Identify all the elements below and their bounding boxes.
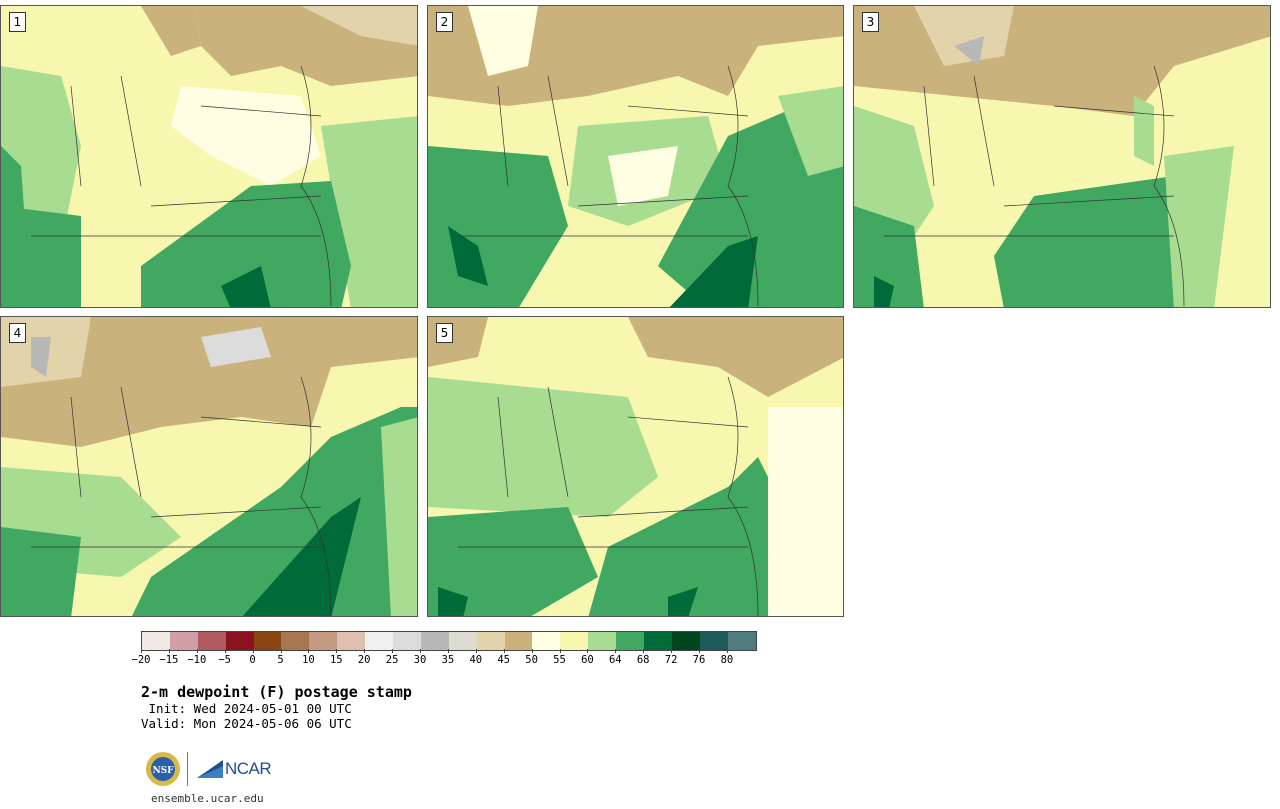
colorbar-swatch bbox=[169, 632, 198, 650]
colorbar-tick-label: 5 bbox=[277, 654, 284, 666]
colorbar-tick-mark bbox=[308, 649, 310, 653]
colorbar-tick-label: 64 bbox=[608, 654, 622, 666]
ncar-logo: NCAR bbox=[197, 756, 272, 782]
colorbar-swatch bbox=[476, 632, 505, 650]
colorbar-tick-mark bbox=[168, 649, 170, 653]
colorbar-swatch bbox=[671, 632, 700, 650]
colorbar-tick-label: 25 bbox=[385, 654, 399, 666]
colorbar-tick-label: 72 bbox=[664, 654, 678, 666]
colorbar-tick-mark bbox=[559, 649, 561, 653]
panel-number: 5 bbox=[436, 323, 453, 343]
colorbar-tick-label: −15 bbox=[159, 654, 179, 666]
colorbar-tick-mark bbox=[587, 649, 589, 653]
colorbar-tick-mark bbox=[252, 649, 254, 653]
colorbar-tick-label: 35 bbox=[441, 654, 455, 666]
colorbar-swatch bbox=[225, 632, 254, 650]
init-time: Init: Wed 2024-05-01 00 UTC bbox=[141, 701, 352, 716]
colorbar-tick-label: 55 bbox=[553, 654, 566, 666]
colorbar-swatch bbox=[644, 632, 672, 650]
colorbar-tick-mark bbox=[531, 649, 533, 653]
colorbar-tick-mark bbox=[699, 649, 700, 653]
colorbar-tick-label: 76 bbox=[692, 654, 706, 666]
colorbar-tick-label: 50 bbox=[525, 654, 538, 666]
nsf-logo: NSF bbox=[146, 752, 180, 786]
colorbar-tick-label: −20 bbox=[131, 654, 151, 666]
colorbar-swatch bbox=[504, 632, 533, 650]
colorbar-tick-label: 45 bbox=[497, 654, 511, 666]
colorbar-tick-label: 20 bbox=[357, 654, 371, 666]
colorbar-tick-label: 80 bbox=[720, 654, 734, 666]
colorbar-tick-label: 15 bbox=[329, 654, 343, 666]
colorbar-swatch bbox=[253, 632, 282, 650]
colorbar-tick-label: −10 bbox=[187, 654, 207, 666]
colorbar-tick-mark bbox=[364, 649, 366, 653]
colorbar-swatch bbox=[142, 632, 170, 650]
map-panel-1: 1 bbox=[0, 5, 418, 308]
dewpoint-map-2 bbox=[428, 6, 843, 307]
ncar-logo-text: NCAR bbox=[225, 759, 272, 778]
map-panel-3: 3 bbox=[853, 5, 1271, 308]
colorbar-swatch bbox=[393, 632, 421, 650]
map-panel-5: 5 bbox=[427, 316, 844, 617]
colorbar-swatch bbox=[420, 632, 449, 650]
colorbar-tick-label: 40 bbox=[469, 654, 483, 666]
colorbar-tick-label: 30 bbox=[413, 654, 427, 666]
colorbar-tick-label: 10 bbox=[302, 654, 315, 666]
map-panel-4: 4 bbox=[0, 316, 418, 617]
svg-text:NSF: NSF bbox=[152, 766, 174, 776]
colorbar-swatch bbox=[727, 632, 756, 650]
colorbar-tick-mark bbox=[196, 649, 198, 653]
colorbar-tick-mark bbox=[671, 649, 673, 653]
panel-number: 2 bbox=[436, 12, 453, 32]
colorbar-tick-mark bbox=[615, 649, 617, 653]
colorbar-swatch bbox=[588, 632, 617, 650]
colorbar-tick-mark bbox=[224, 649, 226, 653]
panel-number: 1 bbox=[9, 12, 26, 32]
colorbar-swatch bbox=[532, 632, 561, 650]
colorbar-swatch bbox=[616, 632, 645, 650]
valid-time: Valid: Mon 2024-05-06 06 UTC bbox=[141, 716, 352, 731]
colorbar-tick-label: 0 bbox=[249, 654, 256, 666]
colorbar-tick-mark bbox=[392, 649, 394, 653]
colorbar-swatch bbox=[281, 632, 310, 650]
colorbar-tick-label: 68 bbox=[636, 654, 650, 666]
dewpoint-map-5 bbox=[428, 317, 843, 616]
colorbar-tick-label: 60 bbox=[581, 654, 594, 666]
site-url: ensemble.ucar.edu bbox=[151, 792, 264, 805]
colorbar-tick-mark bbox=[420, 649, 421, 653]
colorbar-tick-label: −5 bbox=[218, 654, 232, 666]
colorbar-tick-mark bbox=[503, 649, 505, 653]
colorbar-tick-mark bbox=[141, 649, 142, 653]
colorbar-tick-mark bbox=[280, 649, 282, 653]
colorbar-swatch bbox=[337, 632, 366, 650]
map-panel-2: 2 bbox=[427, 5, 844, 308]
logo-divider bbox=[187, 752, 188, 786]
colorbar-tick-mark bbox=[643, 649, 645, 653]
colorbar-tick-mark bbox=[447, 649, 449, 653]
panel-number: 4 bbox=[9, 323, 26, 343]
colorbar-swatch bbox=[365, 632, 394, 650]
colorbar-swatch bbox=[699, 632, 728, 650]
chart-title: 2-m dewpoint (F) postage stamp bbox=[141, 683, 412, 701]
ncar-triangle-icon bbox=[197, 760, 223, 778]
dewpoint-map-4 bbox=[1, 317, 417, 616]
panel-number: 3 bbox=[862, 12, 879, 32]
colorbar-tick-mark bbox=[726, 649, 728, 653]
dewpoint-map-3 bbox=[854, 6, 1270, 307]
colorbar-tick-mark bbox=[336, 649, 338, 653]
colorbar-swatch bbox=[197, 632, 226, 650]
dewpoint-map-1 bbox=[1, 6, 417, 307]
colorbar bbox=[141, 631, 757, 651]
colorbar-swatch bbox=[560, 632, 589, 650]
colorbar-swatch bbox=[448, 632, 477, 650]
colorbar-tick-mark bbox=[475, 649, 477, 653]
colorbar-swatch bbox=[309, 632, 338, 650]
